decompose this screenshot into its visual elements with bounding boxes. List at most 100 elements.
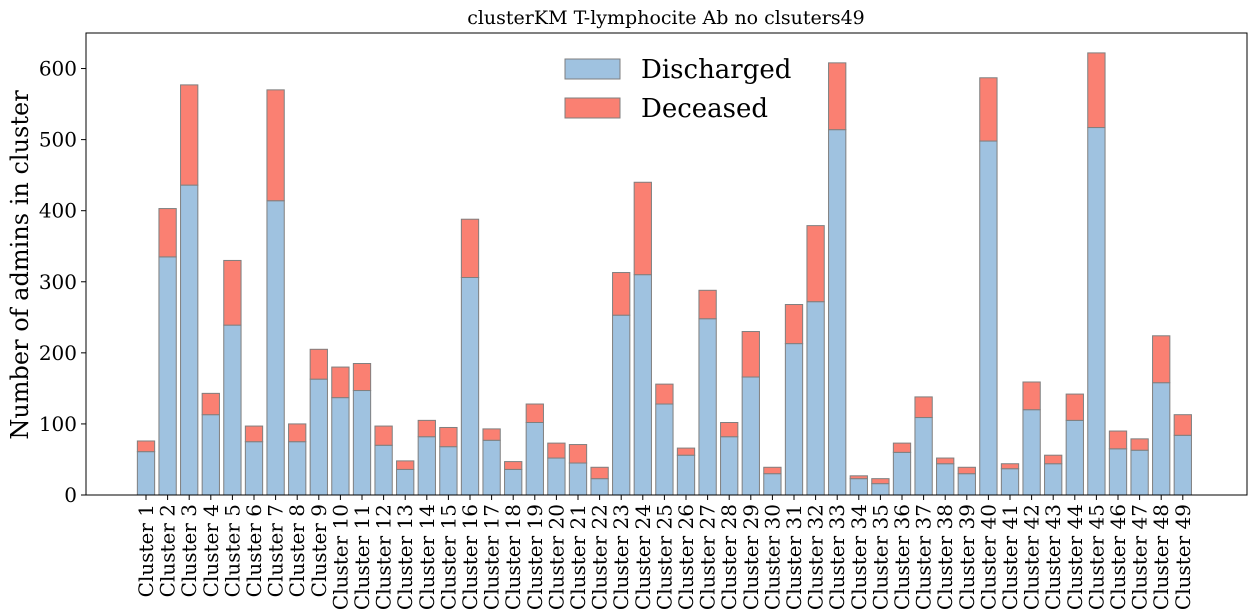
bar-discharged-48 <box>1152 382 1171 496</box>
x-tick-label: Cluster 28 <box>717 504 741 610</box>
bar-discharged-39 <box>957 473 976 496</box>
bar-deceased-44 <box>1065 393 1084 421</box>
bar-deceased-24 <box>633 181 652 276</box>
x-tick-label: Cluster 19 <box>523 504 547 610</box>
bar-deceased-12 <box>374 425 393 446</box>
x-tick-label: Cluster 7 <box>264 504 288 597</box>
x-tick-label: Cluster 36 <box>890 504 914 610</box>
bar-deceased-32 <box>806 225 825 303</box>
y-tick-label: 200 <box>39 341 77 365</box>
bar-discharged-32 <box>806 301 825 496</box>
bar-deceased-18 <box>504 461 523 470</box>
legend-label-discharged: Discharged <box>641 55 791 85</box>
x-tick-label: Cluster 9 <box>307 504 331 597</box>
bar-discharged-14 <box>417 436 436 496</box>
bar-deceased-16 <box>460 218 480 278</box>
y-axis-label: Number of admins in cluster <box>6 90 34 440</box>
x-tick-label: Cluster 37 <box>912 504 936 610</box>
bar-deceased-47 <box>1130 438 1149 451</box>
bar-deceased-10 <box>331 366 350 399</box>
x-tick-label: Cluster 35 <box>868 504 892 610</box>
bar-deceased-27 <box>698 289 717 320</box>
bar-deceased-39 <box>957 466 976 475</box>
x-tick-label: Cluster 32 <box>804 504 828 610</box>
x-tick-label: Cluster 46 <box>1106 504 1130 610</box>
x-tick-label: Cluster 20 <box>544 504 568 610</box>
bar-discharged-17 <box>482 439 501 496</box>
bar-discharged-21 <box>568 462 588 496</box>
bar-deceased-45 <box>1087 52 1106 129</box>
bar-discharged-8 <box>288 441 307 496</box>
bar-deceased-43 <box>1044 454 1063 465</box>
chart-title: clusterKM T-lymphocite Ab no clsuters49 <box>467 7 865 29</box>
bar-deceased-15 <box>439 426 458 448</box>
x-tick-label: Cluster 48 <box>1149 504 1173 610</box>
bar-deceased-6 <box>244 425 264 443</box>
x-tick-label: Cluster 41 <box>998 504 1022 610</box>
bar-discharged-9 <box>309 378 328 496</box>
x-tick-label: Cluster 18 <box>501 504 525 610</box>
bar-discharged-34 <box>849 478 868 496</box>
bar-deceased-28 <box>720 422 739 438</box>
x-tick-label: Cluster 16 <box>458 504 482 610</box>
legend-swatch-discharged <box>564 58 621 80</box>
x-tick-label: Cluster 8 <box>285 504 309 597</box>
y-tick-label: 600 <box>39 57 77 81</box>
bar-discharged-15 <box>439 446 458 496</box>
x-tick-label: Cluster 22 <box>588 504 612 610</box>
bar-deceased-34 <box>849 475 868 480</box>
bar-discharged-49 <box>1173 434 1192 496</box>
bar-deceased-20 <box>547 442 566 459</box>
bar-discharged-45 <box>1087 127 1106 496</box>
x-tick-label: Cluster 29 <box>739 504 763 610</box>
bar-discharged-19 <box>525 422 544 496</box>
bar-discharged-13 <box>396 468 415 496</box>
y-tick-label: 300 <box>39 270 77 294</box>
y-tick-label: 500 <box>39 128 77 152</box>
x-tick-label: Cluster 17 <box>480 504 504 610</box>
bar-deceased-30 <box>763 466 782 475</box>
bar-deceased-42 <box>1022 381 1041 411</box>
x-tick-label: Cluster 45 <box>1084 504 1108 610</box>
bar-discharged-10 <box>331 397 350 496</box>
bar-deceased-3 <box>180 84 199 186</box>
bar-discharged-33 <box>828 129 847 496</box>
bar-discharged-46 <box>1108 448 1128 496</box>
bar-discharged-1 <box>136 451 156 496</box>
legend-label-deceased: Deceased <box>641 94 768 124</box>
bar-discharged-36 <box>892 451 912 496</box>
x-tick-label: Cluster 10 <box>328 504 352 610</box>
bar-deceased-11 <box>352 363 372 392</box>
legend: Discharged Deceased <box>564 55 791 124</box>
bar-deceased-35 <box>871 478 890 485</box>
bar-deceased-49 <box>1173 414 1192 436</box>
x-tick-label: Cluster 21 <box>566 504 590 610</box>
bar-deceased-25 <box>655 383 674 405</box>
bar-discharged-20 <box>547 457 566 496</box>
x-tick-label: Cluster 12 <box>372 504 396 610</box>
x-tick-label: Cluster 24 <box>631 504 655 610</box>
bar-deceased-33 <box>828 62 847 131</box>
bar-deceased-38 <box>936 457 955 465</box>
bar-deceased-22 <box>590 466 609 480</box>
y-tick-label: 100 <box>39 412 77 436</box>
bar-deceased-13 <box>396 460 415 470</box>
x-tick-label: Cluster 6 <box>242 504 266 597</box>
bar-discharged-16 <box>460 277 480 496</box>
x-tick-label: Cluster 2 <box>156 504 180 597</box>
bar-discharged-7 <box>266 200 285 496</box>
x-tick-label: Cluster 26 <box>674 504 698 610</box>
x-tick-label: Cluster 49 <box>1171 504 1195 610</box>
bar-discharged-5 <box>223 324 242 496</box>
bar-deceased-31 <box>784 304 804 345</box>
bar-deceased-1 <box>136 440 156 453</box>
bar-deceased-23 <box>612 272 631 316</box>
x-tick-label: Cluster 42 <box>1020 504 1044 610</box>
bar-discharged-30 <box>763 473 782 496</box>
bar-discharged-3 <box>180 184 199 496</box>
bar-discharged-43 <box>1044 463 1063 496</box>
bar-discharged-26 <box>676 454 696 496</box>
bar-deceased-37 <box>914 396 933 419</box>
bar-deceased-46 <box>1108 430 1128 450</box>
bar-discharged-25 <box>655 403 674 496</box>
